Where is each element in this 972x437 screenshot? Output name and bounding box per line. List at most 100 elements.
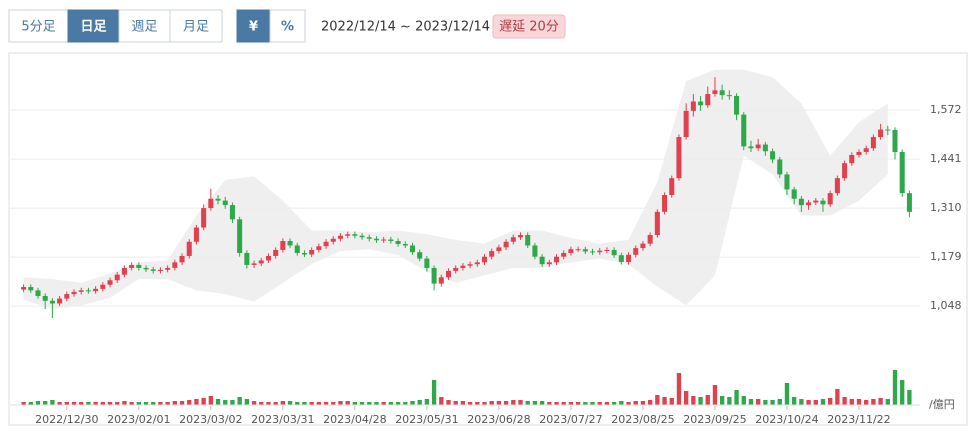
volume-bar	[734, 390, 739, 405]
volume-bar	[151, 402, 156, 405]
button-label[interactable]: %	[281, 20, 294, 35]
candle-body	[49, 300, 55, 304]
button-label[interactable]: 週足	[131, 20, 157, 35]
button-label[interactable]: 日足	[80, 20, 107, 35]
candle-body	[373, 238, 380, 241]
candle-body	[777, 159, 783, 175]
button-label[interactable]: 5分足	[21, 20, 55, 35]
button-active[interactable]	[236, 9, 271, 43]
button[interactable]	[269, 9, 306, 43]
candle-body	[273, 249, 279, 256]
volume-bar	[475, 402, 480, 405]
volume-bar	[280, 401, 286, 405]
volume-bar	[93, 402, 98, 405]
candle-body	[496, 247, 502, 252]
candle-body	[402, 243, 408, 246]
button-label[interactable]: ¥	[249, 20, 258, 35]
button-active[interactable]	[67, 9, 120, 43]
candle-body	[604, 249, 610, 251]
candle-body	[251, 263, 257, 265]
candle-body	[546, 262, 552, 265]
candle-body	[136, 264, 142, 268]
candle-body	[611, 249, 617, 256]
volume-bar	[259, 402, 264, 405]
volume-bar	[691, 396, 696, 405]
volume-bar	[395, 402, 401, 405]
volume-bar	[532, 401, 538, 405]
candle-body	[345, 234, 351, 236]
volume-bar	[655, 395, 660, 405]
candle-body	[330, 238, 336, 242]
volume-bar	[835, 389, 840, 405]
volume-bar	[583, 402, 588, 405]
volume-bar	[129, 402, 134, 405]
volume-bar	[431, 380, 437, 405]
candle-body	[517, 235, 524, 238]
candle-body	[186, 241, 192, 256]
candle-body	[899, 151, 905, 194]
button[interactable]	[8, 9, 69, 43]
volume-bar	[792, 397, 797, 405]
button[interactable]	[118, 9, 171, 43]
volume-bar	[842, 397, 847, 405]
volume-bar	[201, 398, 206, 405]
volume-bar	[71, 402, 77, 405]
volume-bar	[331, 402, 336, 405]
candle-body	[150, 269, 156, 271]
date-range: 2022/12/14 ~ 2023/12/14	[321, 20, 490, 35]
y-tick-label: 1,441	[930, 152, 962, 165]
volume-bar	[79, 402, 84, 405]
candle-body	[849, 154, 855, 164]
candle-body	[424, 258, 430, 268]
candle-body	[244, 252, 250, 265]
candle-body	[337, 235, 343, 239]
candle-body	[726, 95, 732, 97]
candle-body	[669, 178, 675, 195]
candle-body	[561, 252, 567, 257]
y-tick-label: 1,048	[930, 299, 962, 312]
candle-body	[201, 208, 207, 228]
candle-body	[460, 265, 466, 268]
volume-bar	[871, 399, 876, 405]
volume-bar	[410, 401, 415, 405]
candle-body	[553, 256, 560, 263]
candle-body	[287, 240, 293, 246]
volume-bar	[136, 402, 141, 405]
candle-body	[870, 137, 876, 149]
volume-bar	[525, 401, 530, 405]
volume-bar	[345, 401, 350, 405]
candle-body	[539, 256, 545, 265]
volume-bar	[864, 400, 869, 405]
candle-body	[590, 251, 596, 253]
volume-bar	[381, 402, 386, 405]
volume-bar	[561, 402, 566, 405]
volume-bar	[367, 402, 372, 405]
volume-bar	[100, 402, 105, 405]
candle-body	[431, 267, 437, 284]
candle-body	[21, 286, 27, 290]
candle-body	[640, 243, 646, 249]
candle-body	[575, 249, 581, 251]
candle-body	[705, 94, 711, 106]
candle-body	[762, 144, 768, 152]
candle-body	[229, 205, 235, 220]
candle-body	[626, 254, 632, 262]
button[interactable]	[169, 9, 223, 43]
candle-body	[323, 241, 329, 247]
volume-bar	[251, 401, 257, 405]
volume-bar	[719, 396, 725, 405]
candle-body	[784, 174, 790, 190]
candle-body	[467, 264, 473, 266]
volume-bar	[237, 397, 242, 405]
button-label[interactable]: 月足	[183, 20, 209, 35]
volume-bar	[741, 396, 746, 405]
volume-bar	[165, 402, 170, 405]
candle-body	[114, 274, 120, 281]
volume-bar	[107, 402, 113, 405]
candle-body	[597, 250, 603, 253]
candle-body	[683, 110, 689, 138]
x-tick-label: 2023/06/28	[467, 413, 530, 426]
candle-body	[445, 270, 452, 278]
candle-body	[107, 280, 113, 285]
candle-body	[42, 295, 48, 301]
